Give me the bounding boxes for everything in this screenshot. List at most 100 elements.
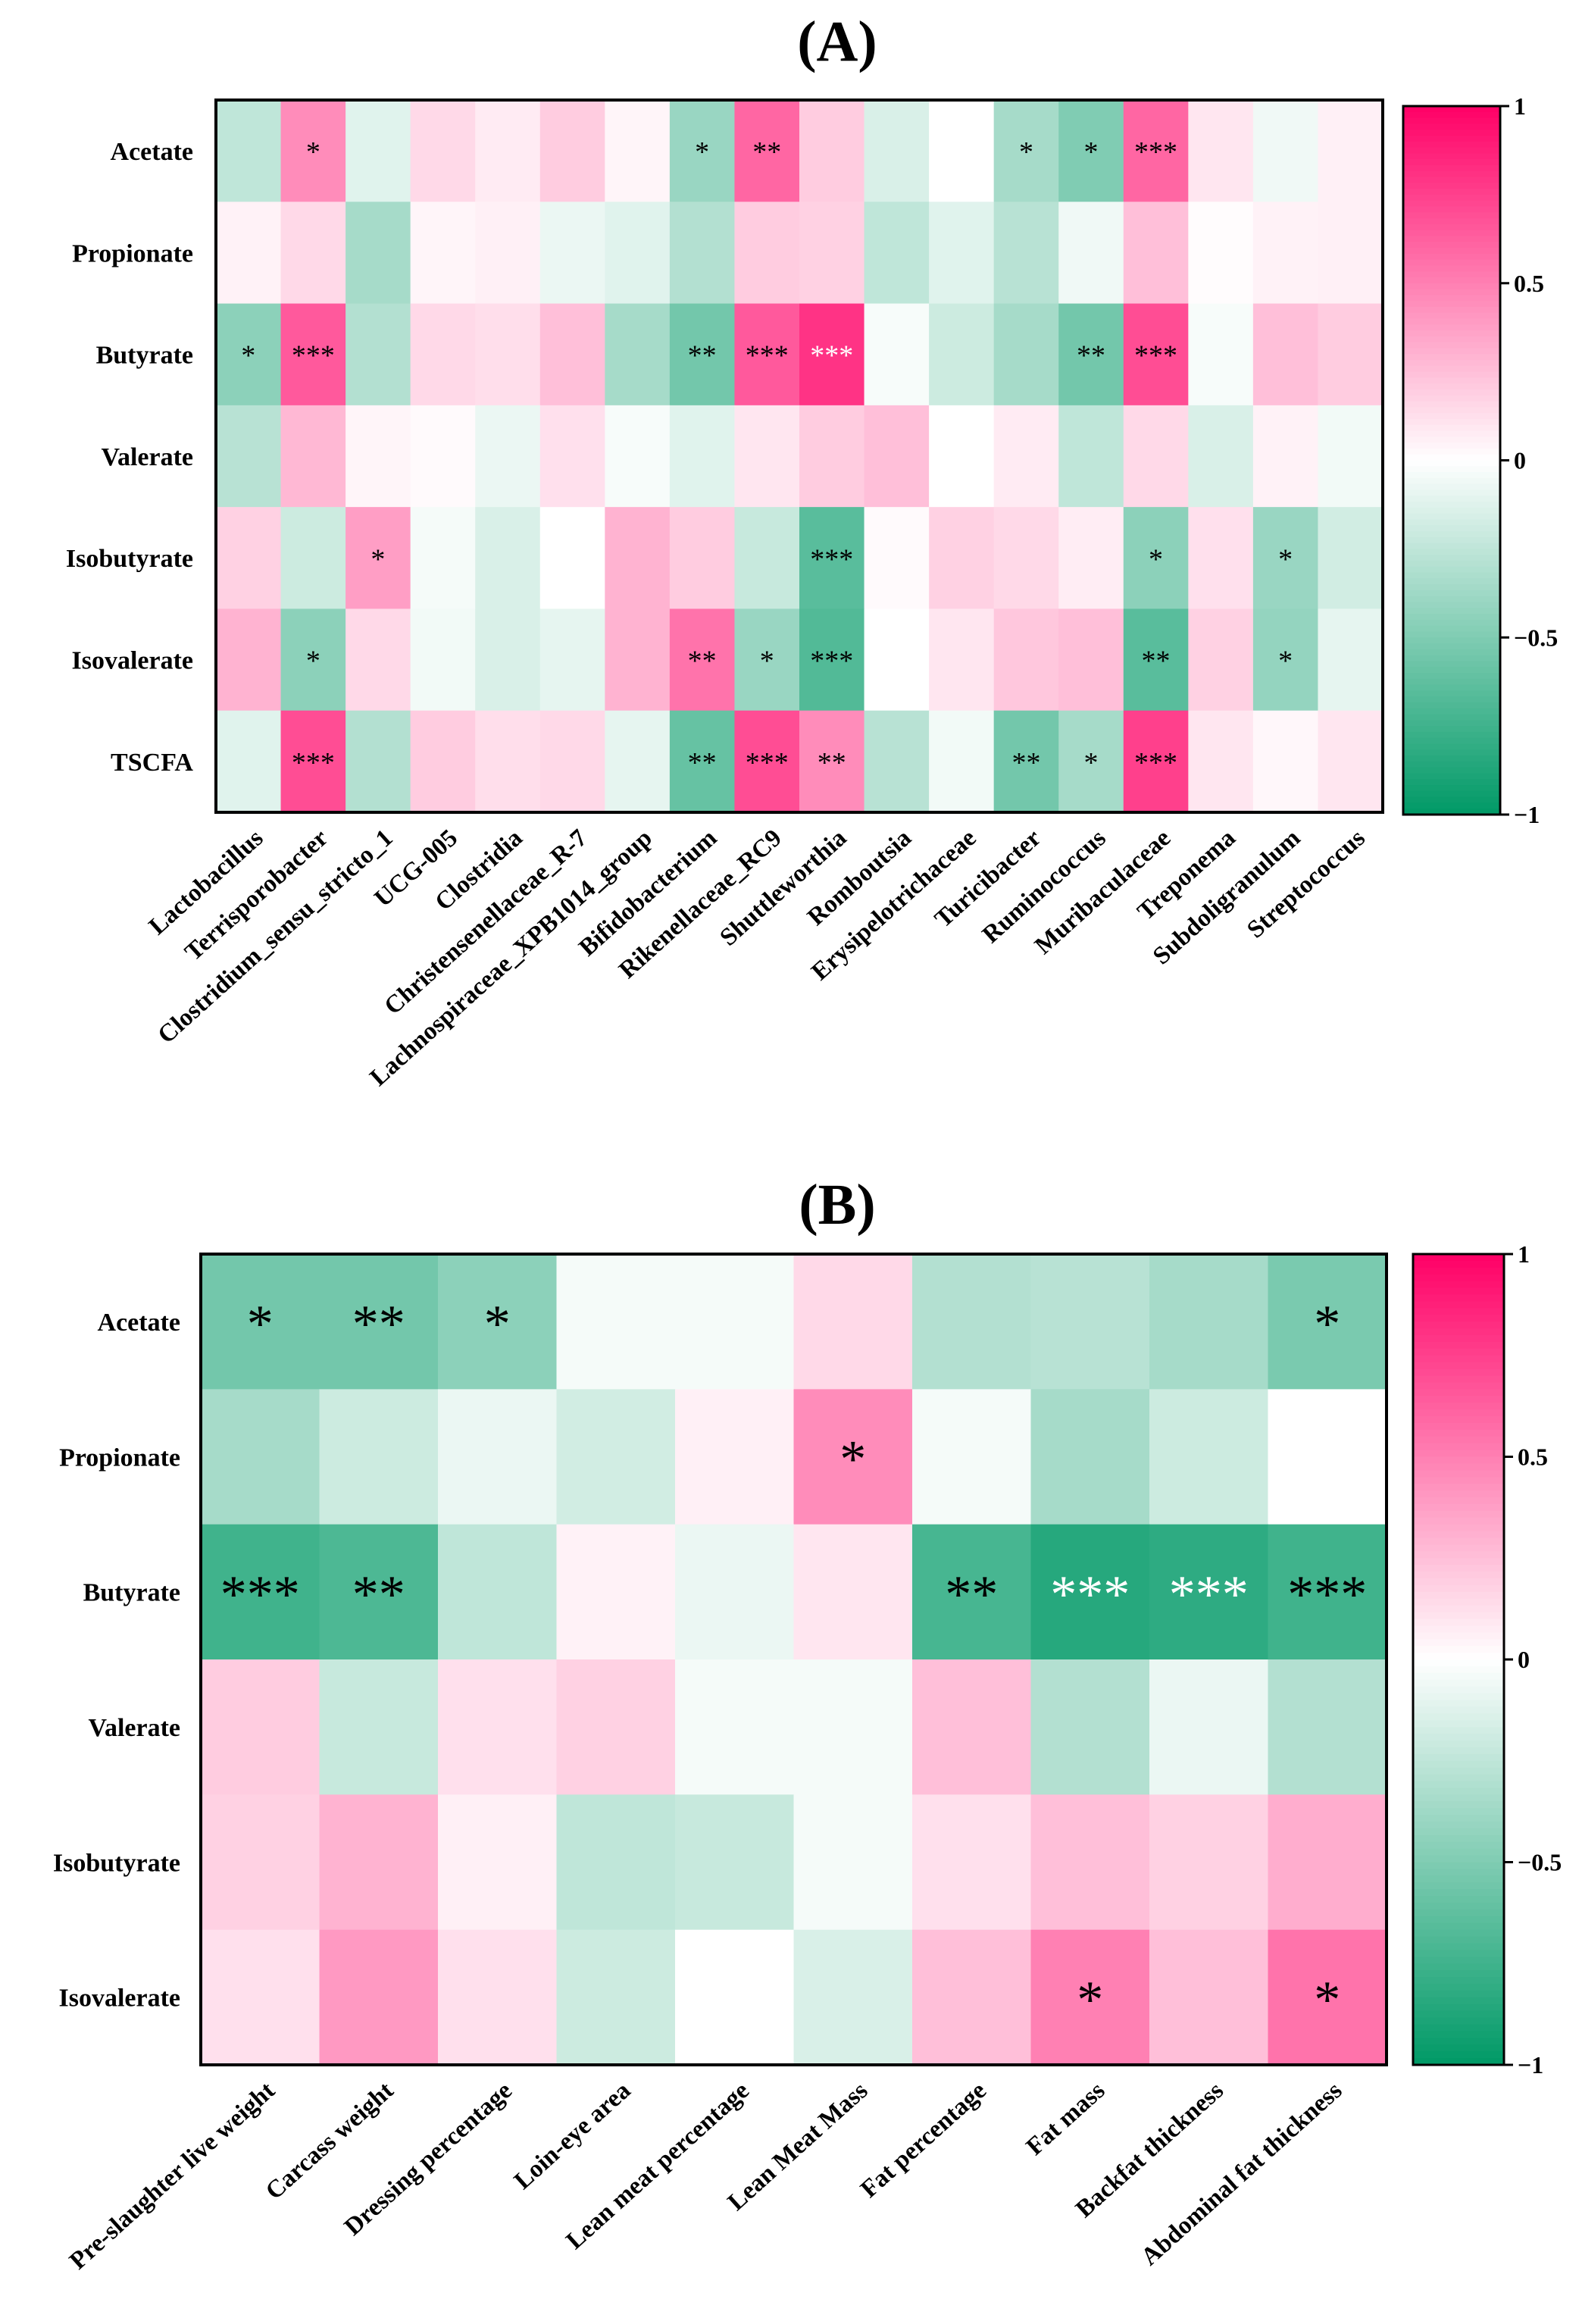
colorbar-segment — [1403, 531, 1500, 538]
colorbar-segment — [1403, 596, 1500, 603]
colorbar-segment — [1413, 1619, 1504, 1627]
heatmap-cell — [1252, 507, 1318, 609]
colorbar-segment — [1403, 170, 1500, 178]
colorbar-segment — [1403, 483, 1500, 491]
heatmap-cell — [438, 1794, 557, 1931]
colorbar-segment — [1403, 631, 1500, 638]
colorbar-segment — [1403, 224, 1500, 231]
colorbar-segment — [1403, 106, 1500, 113]
heatmap-cell — [410, 507, 476, 609]
heatmap-cell — [1252, 710, 1318, 813]
heatmap-cell — [1188, 202, 1254, 305]
heatmap-cell — [675, 1524, 794, 1660]
colorbar-segment — [1413, 1922, 1504, 1931]
significance-marker: *** — [1134, 747, 1177, 779]
colorbar-segment — [1403, 124, 1500, 130]
heatmap-cell — [1058, 507, 1124, 609]
colorbar-tick-label: 0.5 — [1514, 270, 1544, 297]
colorbar-segment — [1403, 354, 1500, 361]
heatmap-cell — [912, 1524, 1031, 1660]
heatmap-cell — [1030, 1659, 1150, 1795]
row-label-acetate: Acetate — [98, 1309, 180, 1337]
heatmap-cell — [438, 1524, 557, 1660]
heatmap-cell — [734, 710, 800, 813]
significance-marker: ** — [818, 747, 846, 779]
colorbar-segment — [1413, 1578, 1504, 1586]
heatmap-cell — [1149, 1389, 1268, 1525]
heatmap-cell — [799, 710, 865, 813]
colorbar-segment — [1413, 1828, 1504, 1836]
heatmap-cell — [556, 1389, 676, 1525]
heatmap-cell — [669, 202, 735, 305]
colorbar-segment — [1403, 424, 1500, 432]
heatmap-cell — [345, 608, 411, 712]
heatmap-cell — [216, 608, 282, 712]
row-label-isobutyrate: Isobutyrate — [66, 545, 193, 573]
heatmap-cell — [280, 100, 346, 202]
colorbar-segment — [1403, 472, 1500, 479]
panel-title: (A) — [797, 10, 877, 74]
heatmap-cell — [605, 507, 671, 609]
colorbar-segment — [1413, 1970, 1504, 1978]
column-label-fat-mass: Fat mass — [1021, 2077, 1111, 2161]
colorbar-tick-label: 1 — [1518, 1240, 1530, 1268]
heatmap-cell — [734, 507, 800, 609]
significance-marker: * — [241, 340, 255, 372]
colorbar-segment — [1403, 507, 1500, 515]
significance-marker: * — [484, 1295, 511, 1353]
heatmap-cell — [734, 100, 800, 202]
heatmap-border — [199, 1253, 1388, 2066]
colorbar-segment — [1403, 737, 1500, 745]
heatmap-cell — [345, 100, 411, 202]
colorbar-tick-label: −0.5 — [1514, 624, 1558, 651]
row-label-acetate: Acetate — [111, 138, 193, 166]
colorbar-segment — [1403, 796, 1500, 804]
heatmap-cell — [438, 1929, 557, 2066]
colorbar-segment — [1413, 1612, 1504, 1620]
heatmap-cell — [1058, 303, 1124, 406]
heatmap-cell — [319, 1794, 439, 1931]
colorbar-segment — [1403, 248, 1500, 255]
colorbar-segment — [1413, 1375, 1504, 1384]
colorbar-segment — [1403, 324, 1500, 331]
heatmap-cell — [675, 1254, 794, 1390]
significance-marker: ** — [688, 340, 717, 372]
heatmap-cell — [1030, 1929, 1150, 2066]
colorbar-segment — [1413, 1882, 1504, 1890]
heatmap-cell — [319, 1929, 439, 2066]
colorbar-segment — [1403, 330, 1500, 337]
colorbar-segment — [1413, 1916, 1504, 1924]
colorbar-segment — [1403, 153, 1500, 160]
colorbar-segment — [1413, 1335, 1504, 1343]
significance-marker: *** — [810, 646, 853, 677]
heatmap-cell — [216, 507, 282, 609]
significance-marker: * — [1084, 747, 1099, 779]
significance-marker: ** — [688, 747, 717, 779]
colorbar-segment — [1403, 714, 1500, 721]
colorbar-segment — [1403, 785, 1500, 792]
heatmap-cell — [410, 608, 476, 712]
heatmap-cell — [539, 507, 605, 609]
row-label-isovalerate: Isovalerate — [71, 646, 193, 674]
heatmap-cell — [1318, 405, 1383, 508]
colorbar-segment — [1403, 649, 1500, 656]
colorbar-segment — [1413, 1693, 1504, 1701]
heatmap-cell — [1318, 303, 1383, 406]
colorbar-segment — [1413, 1484, 1504, 1491]
heatmap-cell — [345, 405, 411, 508]
heatmap-cell — [605, 710, 671, 813]
colorbar-segment — [1403, 259, 1500, 266]
colorbar-segment — [1413, 1403, 1504, 1410]
significance-marker: * — [306, 646, 320, 677]
colorbar-segment — [1413, 1389, 1504, 1397]
heatmap-cell — [929, 202, 995, 305]
heatmap-cell — [1318, 202, 1383, 305]
colorbar-segment — [1403, 318, 1500, 325]
colorbar-segment — [1413, 1537, 1504, 1546]
significance-marker: * — [1314, 1971, 1340, 2029]
heatmap-cell — [1149, 1929, 1268, 2066]
significance-marker: ** — [752, 136, 781, 168]
colorbar-segment — [1413, 1409, 1504, 1417]
heatmap-cell — [1123, 608, 1189, 712]
heatmap-cell — [929, 100, 995, 202]
